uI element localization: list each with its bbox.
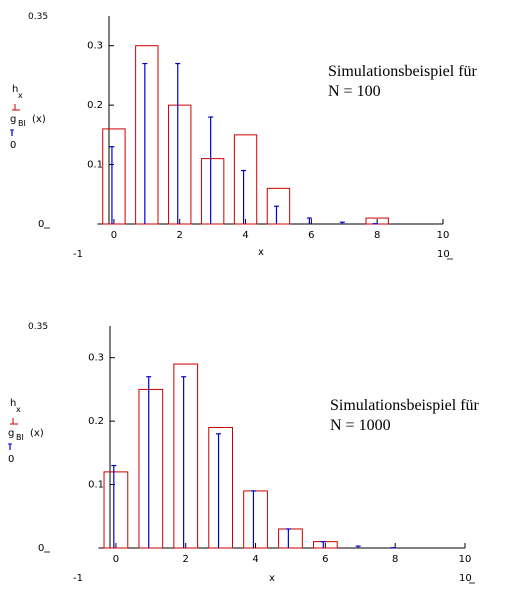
chart2-bar [278,528,303,549]
chart2-legend-g-arg: (x) [30,428,44,439]
chart1-x-axis-label: x [258,247,264,258]
chart2-y-tick-label: 0.2 [88,416,104,427]
chart1-legend-h-swatch [12,104,20,111]
chart1-bar [135,45,159,225]
chart2-y-tick-label: 0.3 [88,353,104,364]
chart2-x-tick-label: 4 [252,554,258,565]
chart2-x-tick-label: 2 [183,554,189,565]
chart2-legend-h-swatch [10,418,18,425]
chart1-legend-g: g [10,114,16,125]
chart1-ymin-label: 0 [38,219,44,230]
chart2-bar [173,363,199,549]
chart1-y-tick-label: 0.2 [87,100,103,111]
chart2-bar [208,426,234,549]
chart1-x-tick-label: 6 [308,230,314,241]
chart1-y-tick-label: 0.1 [87,160,103,171]
chart1-caption-line1: Simulationsbeispiel für [328,63,478,80]
chart1-xmax-label: 10 [437,249,450,260]
chart2-x-axis-label: x [269,573,275,584]
chart2-bar [103,471,129,549]
chart2-legend-h: h [10,398,16,409]
chart2-ymin-label: 0 [38,543,44,554]
chart1-legend-h: h [12,84,18,95]
chart2-legend-h-sub: x [16,405,21,414]
chart2-legend-g-sub: BI [16,433,24,442]
chart1-x-tick-label: 2 [177,230,183,241]
chart1-x-tick-label: 4 [242,230,248,241]
chart1-bar [102,128,126,225]
chart1-xmin-label: -1 [73,249,83,260]
chart2-caption-line2: N = 1000 [330,417,391,434]
chart2-x-tick-label: 0 [113,554,119,565]
chart1-x-tick-label: 10 [437,230,450,241]
chart1-legend-h-sub: x [18,91,23,100]
chart2-ymax-label: 0.35 [28,322,48,332]
chart1-y-tick-label: 0.3 [87,41,103,52]
chart1-legend-extra: 0 [10,140,16,151]
chart2-x-tick-label: 8 [392,554,398,565]
chart2-xmax-label: 10 [459,573,472,584]
chart2-x-tick-label: 6 [322,554,328,565]
chart1-caption-line2: N = 100 [328,83,381,100]
chart2-caption-line1: Simulationsbeispiel für [330,397,480,414]
chart1-bar [200,158,225,225]
chart2-xmin-label: -1 [73,573,83,584]
chart1-legend-g-arg: (x) [32,114,46,125]
chart1-bar [233,134,258,225]
chart2-y-tick-label: 0.1 [88,480,104,491]
chart1-bar [266,187,291,225]
chart2-legend-extra: 0 [8,454,14,465]
chart2-legend-g: g [8,428,14,439]
chart2-x-tick-label: 10 [459,554,472,565]
chart2-bar [138,388,164,549]
chart1-x-tick-label: 0 [111,230,117,241]
chart2-bar [243,490,268,549]
chart1-bar [168,104,192,225]
chart1-x-tick-label: 8 [374,230,380,241]
chart1-legend-g-sub: BI [18,119,26,128]
chart1-ymax-label: 0.35 [28,12,48,22]
